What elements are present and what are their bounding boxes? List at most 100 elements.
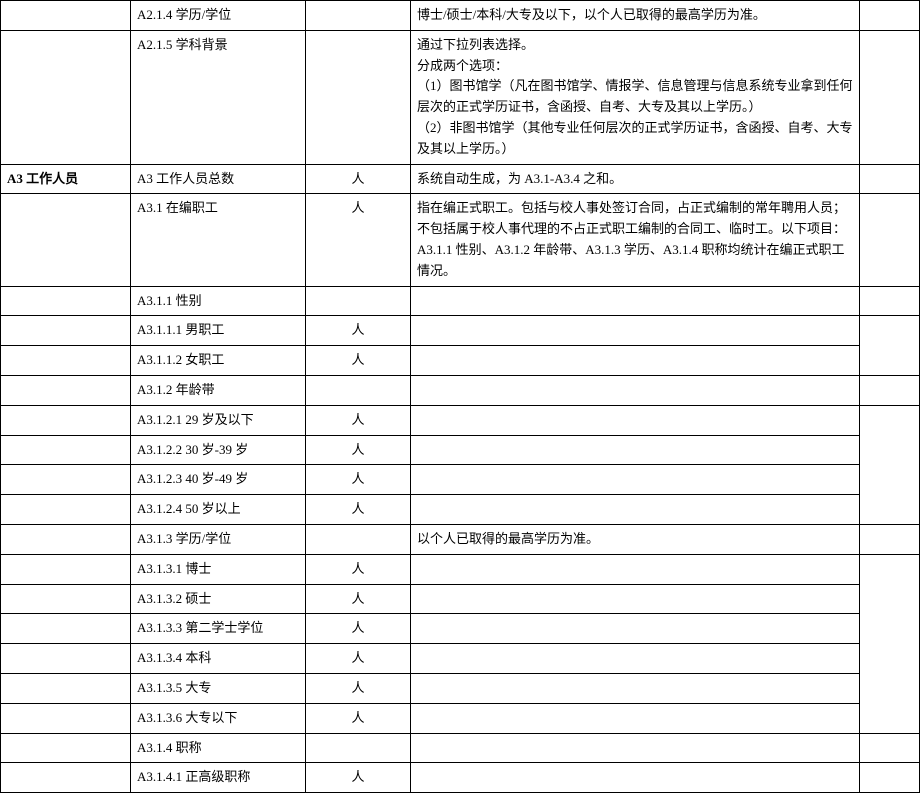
cell-code: A3.1.1.1 男职工 — [131, 316, 306, 346]
cell-desc: 系统自动生成，为 A3.1-A3.4 之和。 — [411, 164, 860, 194]
cell-category — [1, 435, 131, 465]
cell-desc — [411, 316, 860, 346]
cell-category — [1, 584, 131, 614]
cell-code: A3.1.3.2 硕士 — [131, 584, 306, 614]
cell-unit: 人 — [306, 614, 411, 644]
cell-category — [1, 554, 131, 584]
cell-extra — [860, 405, 920, 524]
cell-desc — [411, 465, 860, 495]
cell-code: A2.1.5 学科背景 — [131, 30, 306, 164]
cell-desc — [411, 554, 860, 584]
cell-code: A3.1.3.6 大专以下 — [131, 703, 306, 733]
cell-desc — [411, 763, 860, 793]
cell-code: A3.1.3.5 大专 — [131, 673, 306, 703]
cell-code: A3.1.2.2 30 岁-39 岁 — [131, 435, 306, 465]
cell-unit — [306, 1, 411, 31]
table-row: A3.1.1 性别 — [1, 286, 920, 316]
cell-desc — [411, 346, 860, 376]
cell-category — [1, 346, 131, 376]
table-row: A3.1 在编职工人指在编正式职工。包括与校人事处签订合同，占正式编制的常年聘用… — [1, 194, 920, 286]
cell-code: A3.1.2.3 40 岁-49 岁 — [131, 465, 306, 495]
table-row: A3.1.3.6 大专以下人 — [1, 703, 920, 733]
cell-desc — [411, 495, 860, 525]
cell-extra — [860, 164, 920, 194]
cell-category — [1, 614, 131, 644]
cell-category — [1, 194, 131, 286]
table-row: A2.1.4 学历/学位博士/硕士/本科/大专及以下，以个人已取得的最高学历为准… — [1, 1, 920, 31]
cell-desc: 以个人已取得的最高学历为准。 — [411, 524, 860, 554]
cell-code: A3 工作人员总数 — [131, 164, 306, 194]
cell-category — [1, 763, 131, 793]
cell-code: A3.1 在编职工 — [131, 194, 306, 286]
cell-unit: 人 — [306, 554, 411, 584]
cell-code: A3.1.1.2 女职工 — [131, 346, 306, 376]
cell-extra — [860, 286, 920, 316]
cell-extra — [860, 316, 920, 376]
table-row: A2.1.5 学科背景通过下拉列表选择。分成两个选项：（1）图书馆学（凡在图书馆… — [1, 30, 920, 164]
cell-code: A3.1.3.3 第二学士学位 — [131, 614, 306, 644]
cell-extra — [860, 733, 920, 763]
cell-unit: 人 — [306, 316, 411, 346]
cell-extra — [860, 524, 920, 554]
cell-extra — [860, 30, 920, 164]
cell-desc — [411, 673, 860, 703]
cell-extra — [860, 554, 920, 733]
cell-extra — [860, 194, 920, 286]
table-row: A3.1.2.4 50 岁以上人 — [1, 495, 920, 525]
cell-desc — [411, 375, 860, 405]
table-row: A3.1.2.1 29 岁及以下人 — [1, 405, 920, 435]
cell-desc — [411, 435, 860, 465]
cell-unit — [306, 286, 411, 316]
cell-unit — [306, 733, 411, 763]
table-row: A3 工作人员A3 工作人员总数人系统自动生成，为 A3.1-A3.4 之和。 — [1, 164, 920, 194]
cell-unit: 人 — [306, 673, 411, 703]
cell-code: A3.1.1 性别 — [131, 286, 306, 316]
table-row: A3.1.3.1 博士人 — [1, 554, 920, 584]
cell-code: A3.1.2 年龄带 — [131, 375, 306, 405]
cell-category — [1, 703, 131, 733]
cell-desc — [411, 584, 860, 614]
cell-category: A3 工作人员 — [1, 164, 131, 194]
table-row: A3.1.2.3 40 岁-49 岁人 — [1, 465, 920, 495]
cell-unit: 人 — [306, 763, 411, 793]
table-row: A3.1.3.3 第二学士学位人 — [1, 614, 920, 644]
cell-category — [1, 375, 131, 405]
cell-code: A3.1.4 职称 — [131, 733, 306, 763]
cell-code: A3.1.3.1 博士 — [131, 554, 306, 584]
table-row: A3.1.3.4 本科人 — [1, 644, 920, 674]
cell-unit: 人 — [306, 465, 411, 495]
cell-category — [1, 673, 131, 703]
cell-desc — [411, 286, 860, 316]
cell-unit: 人 — [306, 495, 411, 525]
cell-unit — [306, 524, 411, 554]
cell-category — [1, 644, 131, 674]
cell-unit: 人 — [306, 405, 411, 435]
cell-category — [1, 524, 131, 554]
cell-category — [1, 733, 131, 763]
cell-category — [1, 405, 131, 435]
table-row: A3.1.2.2 30 岁-39 岁人 — [1, 435, 920, 465]
cell-unit: 人 — [306, 346, 411, 376]
cell-code: A3.1.3.4 本科 — [131, 644, 306, 674]
cell-category — [1, 495, 131, 525]
cell-desc — [411, 405, 860, 435]
cell-category — [1, 286, 131, 316]
cell-unit — [306, 375, 411, 405]
cell-category — [1, 465, 131, 495]
cell-desc: 指在编正式职工。包括与校人事处签订合同，占正式编制的常年聘用人员；不包括属于校人… — [411, 194, 860, 286]
cell-unit — [306, 30, 411, 164]
cell-desc — [411, 644, 860, 674]
data-table: A2.1.4 学历/学位博士/硕士/本科/大专及以下，以个人已取得的最高学历为准… — [0, 0, 920, 793]
table-row: A3.1.3.2 硕士人 — [1, 584, 920, 614]
cell-category — [1, 316, 131, 346]
cell-extra — [860, 375, 920, 405]
cell-unit: 人 — [306, 584, 411, 614]
cell-desc: 博士/硕士/本科/大专及以下，以个人已取得的最高学历为准。 — [411, 1, 860, 31]
cell-unit: 人 — [306, 644, 411, 674]
cell-desc — [411, 733, 860, 763]
cell-code: A3.1.3 学历/学位 — [131, 524, 306, 554]
cell-code: A3.1.2.1 29 岁及以下 — [131, 405, 306, 435]
cell-code: A3.1.2.4 50 岁以上 — [131, 495, 306, 525]
cell-unit: 人 — [306, 435, 411, 465]
table-row: A3.1.1.2 女职工人 — [1, 346, 920, 376]
